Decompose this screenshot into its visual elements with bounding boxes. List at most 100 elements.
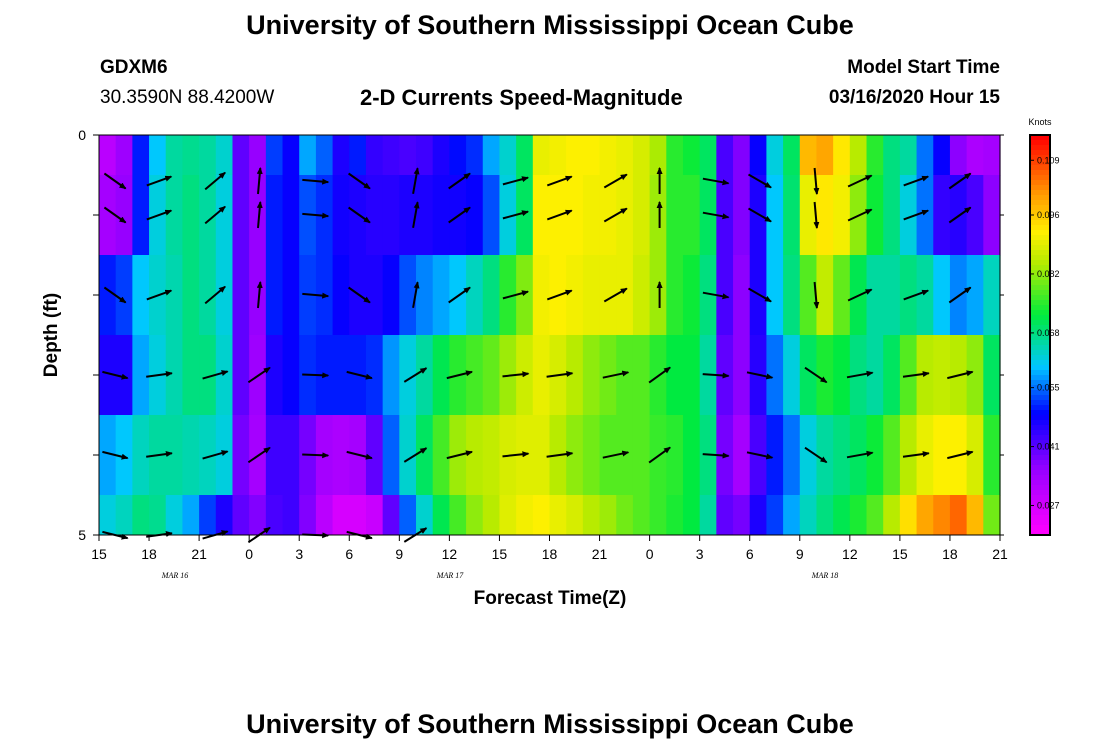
heatmap-cell: [282, 335, 300, 416]
heatmap-cell: [866, 415, 884, 496]
heatmap-cell: [799, 175, 818, 256]
heatmap-cell: [783, 135, 801, 176]
heatmap-cell: [899, 135, 918, 176]
current-arrow: [204, 171, 226, 191]
heatmap-cell: [549, 135, 567, 176]
heatmap-cell: [482, 175, 501, 256]
heatmap-cell: [766, 175, 784, 256]
colorbar-step: [1030, 485, 1050, 491]
heatmap-cell: [699, 255, 717, 336]
colorbar-step: [1030, 180, 1050, 186]
current-arrow: [403, 447, 428, 463]
heatmap-cell: [766, 255, 784, 336]
heatmap-cell: [99, 175, 117, 256]
heatmap-cell: [416, 175, 434, 256]
heatmap-cell: [532, 495, 551, 536]
chart-title: 2-D Currents Speed-Magnitude: [360, 85, 683, 110]
colorbar-step: [1030, 295, 1050, 301]
heatmap-cell: [766, 135, 784, 176]
current-arrow: [256, 281, 263, 309]
colorbar-step: [1030, 170, 1050, 176]
heatmap-cell: [265, 335, 284, 416]
heatmap-cell: [933, 335, 951, 416]
date-label: MAR 17: [436, 571, 464, 580]
heatmap-cell: [916, 175, 934, 256]
colorbar-step: [1030, 380, 1050, 386]
heatmap-cell: [716, 495, 734, 536]
colorbar-step: [1030, 395, 1050, 401]
heatmap-cell: [916, 255, 934, 336]
heatmap-cell: [566, 335, 584, 416]
heatmap-cell: [966, 335, 984, 416]
heatmap-cell: [99, 415, 117, 496]
x-tick-label: 21: [592, 546, 608, 562]
x-tick-label: 6: [746, 546, 754, 562]
heatmap-cell: [249, 135, 267, 176]
colorbar-step: [1030, 525, 1050, 531]
heatmap-cell: [632, 335, 651, 416]
colorbar-step: [1030, 455, 1050, 461]
heatmap-cell: [983, 255, 1001, 336]
heatmap-cell: [983, 135, 1001, 176]
heatmap-cell: [983, 495, 1001, 536]
heatmap-cell: [916, 135, 934, 176]
station-id: GDXM6: [100, 57, 168, 78]
heatmap-cell: [966, 135, 984, 176]
current-arrow: [702, 211, 730, 220]
current-arrow: [348, 286, 371, 304]
current-arrows-layer: [102, 167, 974, 544]
current-arrow: [847, 288, 873, 302]
heatmap-cell: [833, 135, 851, 176]
heatmap-cell: [432, 415, 450, 496]
colorbar-tick-label: 0.068: [1037, 328, 1060, 338]
heatmap-cell: [165, 415, 184, 496]
colorbar-step: [1030, 225, 1050, 231]
heatmap-cell: [332, 415, 350, 496]
heatmap-cell: [349, 135, 367, 176]
colorbar-step: [1030, 510, 1050, 516]
heatmap-cell: [432, 335, 450, 416]
colorbar-step: [1030, 335, 1050, 341]
x-tick-label: 0: [646, 546, 654, 562]
heatmap-cell: [232, 415, 250, 496]
current-arrow: [412, 281, 420, 308]
current-arrow: [747, 173, 772, 189]
current-arrow: [546, 209, 573, 221]
current-arrow: [903, 289, 930, 301]
heatmap-cell: [549, 495, 567, 536]
colorbar-step: [1030, 440, 1050, 446]
heatmap-cell: [699, 495, 717, 536]
heatmap-cell: [466, 495, 484, 536]
heatmap-cell: [215, 175, 234, 256]
current-arrow: [302, 372, 330, 379]
heatmap-cell: [516, 135, 534, 176]
heatmap-cell: [666, 415, 684, 496]
colorbar-step: [1030, 410, 1050, 416]
heatmap-cell: [466, 335, 484, 416]
heatmap-cell: [866, 335, 884, 416]
current-arrow: [902, 451, 930, 458]
heatmap-cell: [566, 175, 584, 256]
heatmap-cell: [783, 495, 801, 536]
colorbar-step: [1030, 240, 1050, 246]
current-arrow: [302, 178, 330, 185]
heatmap-cell: [115, 495, 133, 536]
heatmap-cell: [749, 135, 768, 176]
heatmap-cell: [449, 135, 467, 176]
heatmap-cell: [666, 175, 684, 256]
heatmap-cell: [182, 255, 200, 336]
current-arrow: [603, 287, 628, 303]
heatmap-cell: [365, 495, 384, 536]
heatmap-cell: [799, 135, 818, 176]
x-tick-label: 15: [492, 546, 508, 562]
heatmap-cell: [733, 175, 751, 256]
heatmap-cell: [933, 175, 951, 256]
current-arrow: [348, 172, 371, 190]
colorbar-tick-label: 0.096: [1037, 210, 1060, 220]
heatmap-cell: [499, 495, 517, 536]
heatmap-cell: [199, 255, 217, 336]
heatmap-cell: [416, 135, 434, 176]
current-arrow: [902, 371, 930, 378]
heatmap-cell: [466, 135, 484, 176]
current-arrow: [948, 172, 972, 190]
